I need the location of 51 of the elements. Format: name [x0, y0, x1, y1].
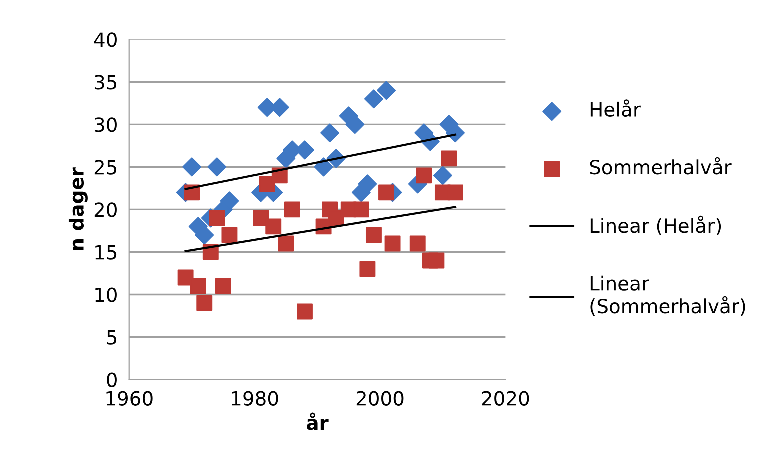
point [222, 227, 238, 244]
y-axis-title: n dager [68, 168, 88, 250]
point [433, 166, 452, 186]
point [416, 168, 432, 184]
point [220, 192, 240, 211]
legend-label: Linear (Helår) [590, 216, 722, 236]
point [284, 202, 300, 218]
x-tick-label: 2000 [356, 391, 404, 406]
y-tick-label: 10 [96, 288, 117, 302]
point [358, 174, 378, 194]
point [384, 236, 401, 252]
legend-label: Linear (Sommerhalvår) [590, 276, 746, 316]
point [346, 115, 365, 134]
x-tick-label: 1980 [232, 391, 278, 406]
point [209, 210, 226, 226]
point [208, 158, 227, 177]
y-tick-label: 25 [94, 160, 117, 175]
y-tick-label: 15 [96, 245, 117, 260]
y-tick-label: 40 [94, 32, 117, 48]
point [253, 210, 270, 226]
point [366, 227, 382, 244]
x-tick-label: 2020 [482, 391, 530, 406]
y-tick-label: 5 [107, 330, 117, 345]
point [314, 158, 334, 177]
point [278, 236, 294, 252]
point [377, 81, 396, 100]
point [360, 261, 376, 278]
point [448, 184, 464, 201]
point [259, 176, 276, 192]
legend-label: Sommerhalvår [590, 157, 732, 175]
x-axis-title: år [307, 412, 329, 430]
point [410, 236, 426, 252]
point [364, 90, 384, 109]
point [266, 218, 282, 235]
point [215, 278, 232, 294]
point [196, 295, 213, 312]
y-tick-label: 30 [94, 118, 117, 132]
point [446, 124, 465, 143]
point [353, 202, 370, 218]
y-tick-label: 0 [107, 372, 117, 388]
x-tick-label: 1960 [106, 391, 153, 406]
point [182, 158, 202, 177]
point [441, 150, 458, 167]
y-tick-label: 20 [94, 202, 117, 218]
legend-label: Helår [590, 100, 641, 117]
point [428, 252, 445, 269]
point [378, 184, 394, 201]
point [320, 124, 340, 143]
y-tick-label: 35 [94, 75, 117, 90]
point [190, 278, 206, 294]
point [297, 304, 313, 320]
